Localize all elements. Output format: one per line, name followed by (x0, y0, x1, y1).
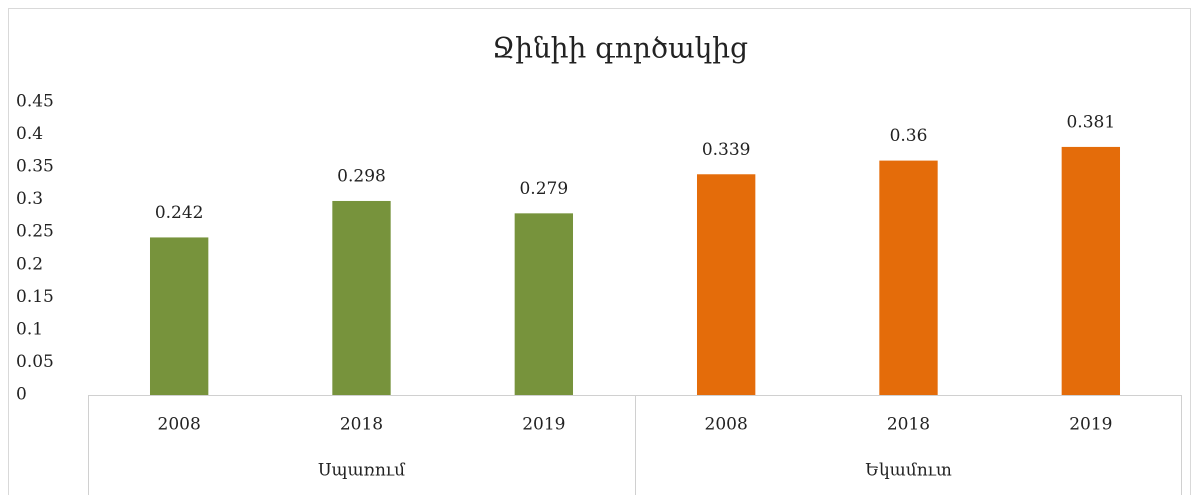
data-label: 0.279 (519, 179, 568, 199)
data-label: 0.339 (702, 140, 751, 160)
bar (332, 200, 391, 395)
bar (696, 174, 756, 395)
chart-border (8, 8, 1191, 495)
bar (149, 237, 209, 395)
group-label: Սպառում (318, 461, 406, 481)
bar (879, 160, 938, 395)
x-tick-label: 2019 (1069, 415, 1112, 435)
x-tick-label: 2008 (705, 415, 748, 435)
y-tick-label: 0.15 (16, 287, 54, 307)
x-tick-label: 2018 (887, 415, 930, 435)
y-tick-label: 0.25 (16, 222, 54, 242)
data-label: 0.242 (155, 203, 204, 223)
bar (514, 213, 574, 395)
bar (1061, 146, 1121, 395)
y-tick-label: 0.2 (16, 254, 43, 274)
y-tick-label: 0.45 (16, 92, 54, 112)
chart-title: Ջինիի գործակից (492, 32, 748, 65)
y-tick-label: 0.4 (16, 124, 43, 144)
y-tick-label: 0.3 (16, 189, 43, 209)
x-tick-label: 2018 (340, 415, 383, 435)
y-tick-label: 0.1 (16, 319, 43, 339)
x-tick-label: 2019 (522, 415, 565, 435)
y-tick-label: 0.35 (16, 157, 54, 177)
data-label: 0.36 (890, 126, 928, 146)
x-tick-label: 2008 (158, 415, 201, 435)
y-tick-label: 0 (16, 385, 27, 405)
y-tick-label: 0.05 (16, 352, 54, 372)
data-label: 0.381 (1066, 112, 1115, 132)
data-label: 0.298 (337, 166, 386, 186)
group-label: Եկամուտ (865, 461, 952, 481)
